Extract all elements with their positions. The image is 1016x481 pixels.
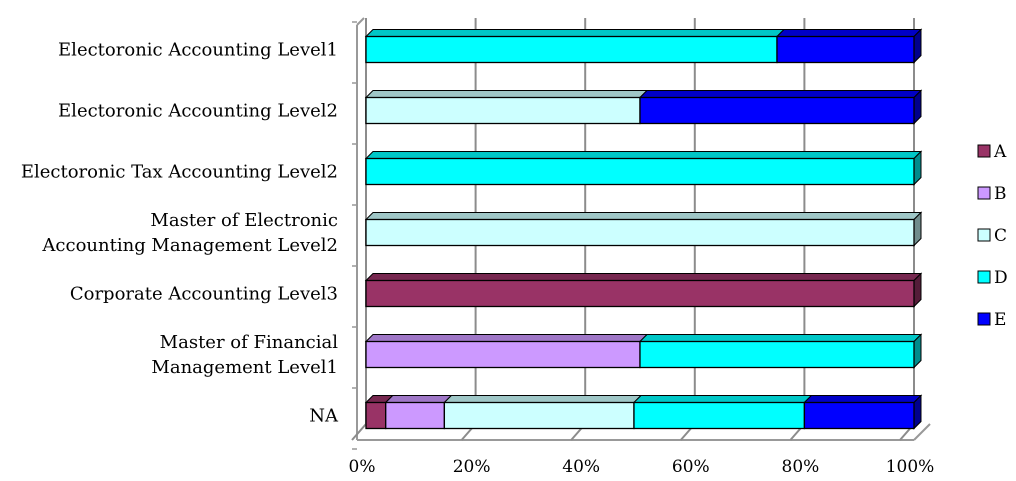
legend-label: D xyxy=(994,268,1008,288)
category-labels: Electoronic Accounting Level1 Electoronic… xyxy=(21,40,339,427)
category-label: Master of Financial Management Level1 xyxy=(151,332,338,378)
legend-label: C xyxy=(994,226,1007,246)
x-tick-label: 80% xyxy=(782,457,820,477)
y-axis-wall-top xyxy=(356,17,365,26)
category-label: Electoronic Tax Accounting Level2 xyxy=(21,162,338,183)
gridline xyxy=(351,18,367,441)
x-tick-label: 0% xyxy=(349,457,376,477)
category-label: Electoronic Accounting Level1 xyxy=(58,40,338,61)
legend: A B C D E xyxy=(977,142,1008,330)
bar-segment xyxy=(775,28,923,64)
legend-entry: E xyxy=(977,310,1006,330)
legend-label: A xyxy=(993,142,1007,162)
legend-swatch xyxy=(977,270,991,284)
bar-segment xyxy=(364,90,649,125)
x-tick-label: 100% xyxy=(886,457,935,477)
category-label: Electoronic Accounting Level2 xyxy=(58,101,338,122)
bar-segment xyxy=(803,394,923,430)
bar-segment xyxy=(638,89,923,125)
bars xyxy=(364,28,923,430)
bar-segment xyxy=(364,334,649,369)
category-label: Master of Electronic Accounting Managemen… xyxy=(41,210,338,256)
category-label: NA xyxy=(309,406,339,427)
legend-entry: A xyxy=(977,142,1007,162)
category-label: Corporate Accounting Level3 xyxy=(70,284,338,305)
legend-entry: C xyxy=(977,226,1007,246)
x-axis-floor-depth xyxy=(913,423,931,441)
legend-entry: B xyxy=(977,184,1007,204)
x-tick-labels: 0% 20% 40% 60% 80% 100% xyxy=(349,457,935,477)
bar-segment xyxy=(364,272,923,308)
legend-entry: D xyxy=(977,268,1008,288)
legend-label: E xyxy=(994,310,1006,330)
legend-label: B xyxy=(994,184,1007,204)
bar-segment xyxy=(364,29,786,64)
x-tick-label: 40% xyxy=(562,457,600,477)
bar-segment xyxy=(364,150,923,186)
bar-segment xyxy=(364,211,923,247)
bar-segment xyxy=(443,395,643,430)
bar-segment xyxy=(638,333,923,369)
x-tick-label: 20% xyxy=(453,457,491,477)
legend-swatch xyxy=(977,186,991,200)
legend-swatch xyxy=(977,144,991,158)
x-tick-label: 60% xyxy=(672,457,710,477)
legend-swatch xyxy=(977,228,991,242)
legend-swatch xyxy=(977,312,991,326)
bar-segment xyxy=(632,395,813,430)
bar-segment xyxy=(384,395,453,430)
